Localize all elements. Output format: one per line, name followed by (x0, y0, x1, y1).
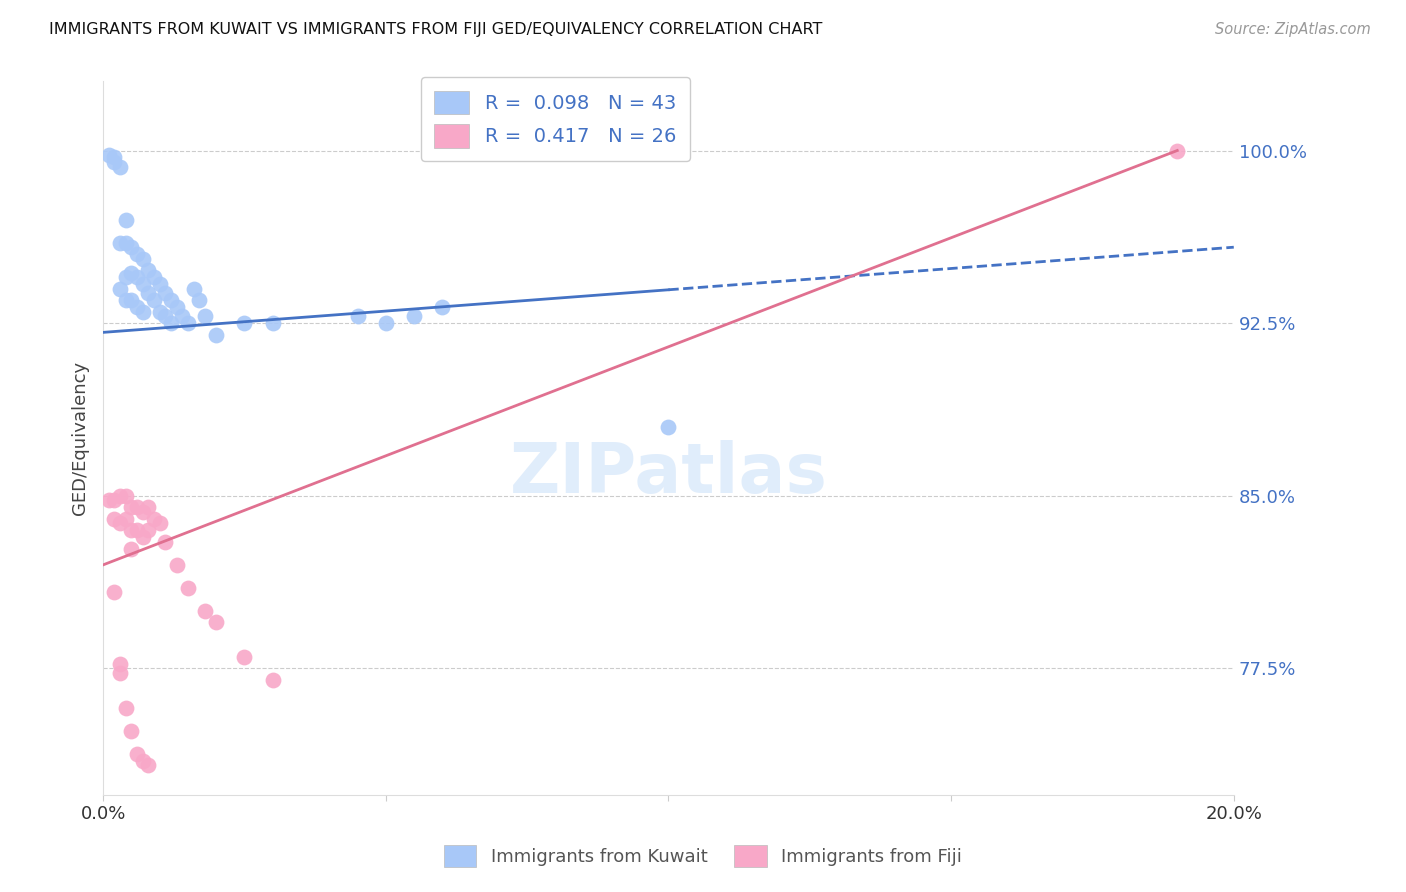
Point (432, 300, 454, 314)
Point (138, 263, 160, 277)
Text: ZIPatlas: ZIPatlas (509, 441, 827, 508)
Point (155, 286, 177, 301)
Point (346, 310, 368, 324)
Point (103, 150, 125, 164)
Point (143, 270, 166, 285)
Point (125, 247, 148, 261)
Point (120, 293, 142, 307)
Point (103, 512, 125, 526)
Point (143, 293, 166, 307)
Point (194, 604, 217, 618)
Legend: Immigrants from Kuwait, Immigrants from Fiji: Immigrants from Kuwait, Immigrants from … (436, 838, 970, 874)
Point (108, 282, 131, 296)
Point (120, 541, 142, 556)
Point (149, 304, 172, 318)
Text: Source: ZipAtlas.com: Source: ZipAtlas.com (1215, 22, 1371, 37)
Point (131, 252, 153, 266)
Point (108, 516, 131, 531)
Point (131, 505, 153, 519)
Point (183, 282, 205, 296)
Y-axis label: GED/Equivalency: GED/Equivalency (72, 361, 89, 516)
Point (131, 530, 153, 544)
Point (177, 581, 200, 595)
Point (138, 500, 160, 515)
Point (120, 266, 142, 280)
Point (262, 316, 284, 330)
Legend: R =  0.098   N = 43, R =  0.417   N = 26: R = 0.098 N = 43, R = 0.417 N = 26 (420, 77, 690, 161)
Point (188, 293, 211, 307)
Point (205, 327, 228, 342)
Point (205, 615, 228, 630)
Point (131, 754, 153, 768)
Point (233, 649, 256, 664)
Point (149, 516, 172, 531)
Point (138, 286, 160, 301)
Point (103, 155, 125, 169)
Point (657, 419, 679, 434)
Point (125, 747, 148, 761)
Point (1166, 144, 1188, 158)
Text: IMMIGRANTS FROM KUWAIT VS IMMIGRANTS FROM FIJI GED/EQUIVALENCY CORRELATION CHART: IMMIGRANTS FROM KUWAIT VS IMMIGRANTS FRO… (49, 22, 823, 37)
Point (103, 585, 125, 599)
Point (374, 316, 396, 330)
Point (262, 673, 284, 687)
Point (155, 310, 177, 324)
Point (114, 489, 136, 503)
Point (108, 666, 131, 681)
Point (155, 534, 177, 549)
Point (149, 277, 172, 291)
Point (114, 212, 136, 227)
Point (114, 270, 136, 285)
Point (125, 524, 148, 538)
Point (108, 160, 131, 174)
Point (108, 657, 131, 671)
Point (97, 493, 120, 508)
Point (138, 758, 160, 772)
Point (125, 270, 148, 285)
Point (108, 489, 131, 503)
Point (160, 316, 183, 330)
Point (138, 524, 160, 538)
Point (120, 723, 142, 738)
Point (120, 240, 142, 254)
Point (166, 558, 188, 572)
Point (166, 300, 188, 314)
Point (114, 700, 136, 714)
Point (120, 500, 142, 515)
Point (125, 500, 148, 515)
Point (194, 310, 217, 324)
Point (172, 310, 194, 324)
Point (114, 293, 136, 307)
Point (114, 512, 136, 526)
Point (143, 512, 166, 526)
Point (125, 300, 148, 314)
Point (131, 304, 153, 318)
Point (103, 493, 125, 508)
Point (97, 148, 120, 162)
Point (233, 316, 256, 330)
Point (108, 235, 131, 250)
Point (402, 310, 425, 324)
Point (114, 235, 136, 250)
Point (131, 277, 153, 291)
Point (160, 293, 183, 307)
Point (120, 524, 142, 538)
Point (177, 316, 200, 330)
